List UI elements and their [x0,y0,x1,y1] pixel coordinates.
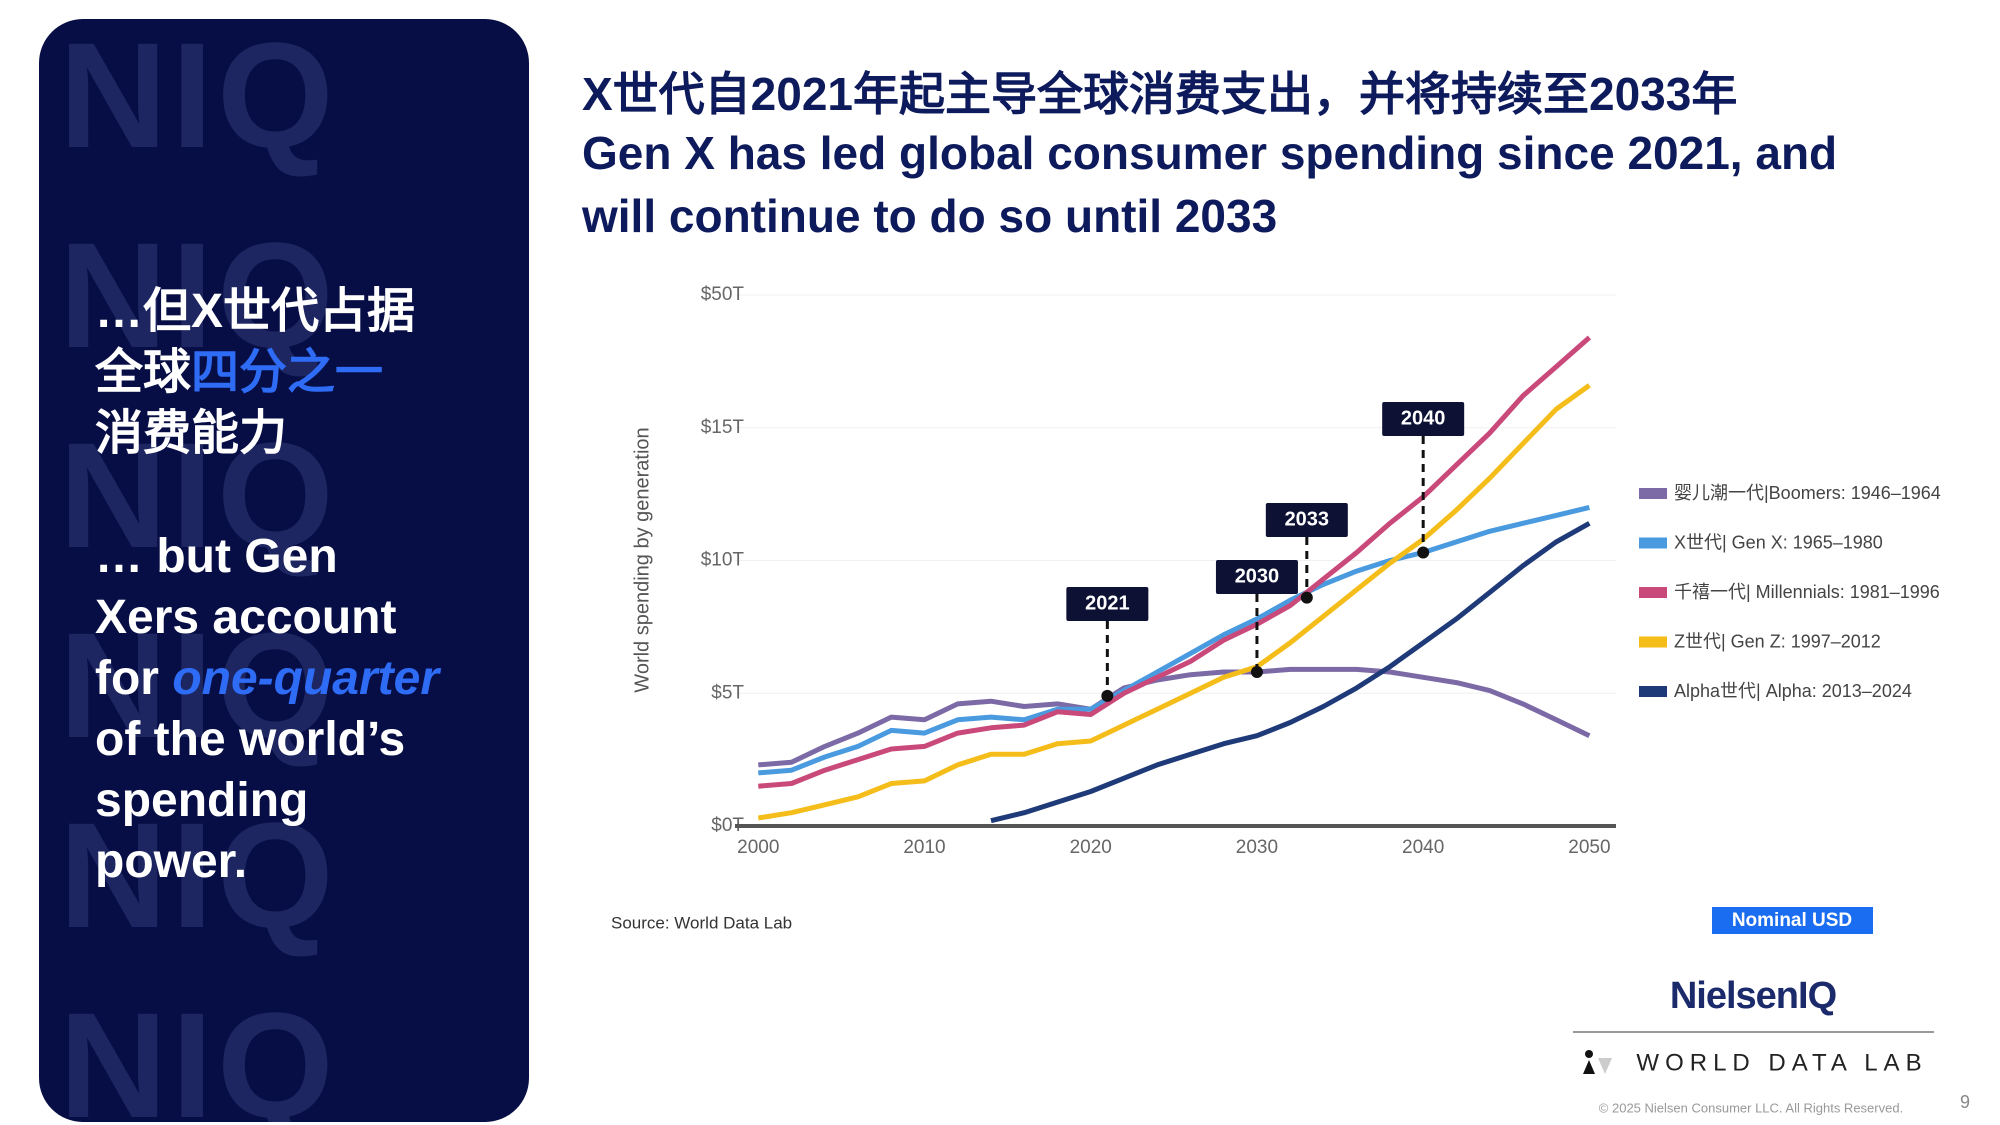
y-tick-label: $5T [711,682,744,703]
annotation-box [1215,560,1298,594]
watermark: NIQ [59,19,338,179]
y-tick-label: $10T [701,550,745,571]
watermark: NIQ [59,601,338,769]
watermark: NIQ [59,981,338,1122]
text: … but Gen Xers account for [95,530,397,705]
annotation-box [1066,587,1149,621]
source: Source: World Data Lab [611,913,792,932]
y-tick-label: $0T [711,815,744,836]
panel-text: …但X世代占据 全球四分之一 消费能力 … but Gen Xers accou… [95,281,455,892]
x-tick-label: 2040 [1402,837,1444,858]
partner-icon [1598,1058,1612,1074]
legend-swatch [1639,686,1667,697]
chinese-text: …但X世代占据 全球四分之一 消费能力 [95,281,455,464]
y-tick-label: $50T [701,284,745,305]
text: …但X世代占据 [95,285,416,338]
text: 消费能力 [95,407,288,460]
title-zh: X世代自2021年起主导全球消费支出，并将持续至2033年 [582,68,1738,120]
x-tick-label: 2000 [737,837,779,858]
legend-label: Z世代| Gen Z: 1997–2012 [1674,631,1881,651]
english-text: … but Gen Xers account for one-quarter o… [95,526,455,892]
series-line [758,666,1591,768]
annotation-label: 2021 [1085,592,1130,614]
annotation-box [1265,503,1348,537]
watermark: NIQ [59,791,338,959]
highlight: one-quarter [172,652,440,705]
series-line [758,335,1592,789]
partner-icon [1583,1060,1595,1074]
legend-swatch [1639,537,1667,549]
title-en: Gen X has led global consumer spending s… [582,127,1838,242]
legend-label: 千禧一代| Millennials: 1981–1996 [1674,582,1940,602]
legend-label: 婴儿潮一代|Boomers: 1946–1964 [1674,483,1941,503]
page-number: 9 [1960,1092,1970,1112]
annotation-label: 2033 [1285,508,1330,530]
series-line [758,504,1590,776]
legend-label: Alpha世代| Alpha: 2013–2024 [1674,681,1912,701]
y-axis-label: World spending by generation [631,427,653,692]
series-line [990,521,1591,824]
annotation-point [1417,546,1430,559]
side-panel: NIQ NIQ NIQ NIQ NIQ NIQ …但X世代占据 全球四分之一 消… [39,19,529,1122]
annotation-box [1382,402,1465,436]
y-tick-label: $15T [701,417,745,438]
x-tick-label: 2010 [903,837,945,858]
copyright: © 2025 Nielsen Consumer LLC. All Rights … [1599,1100,1903,1115]
x-tick-label: 2050 [1568,837,1610,858]
annotation-point [1101,689,1114,702]
badge: Nominal USD [1732,910,1852,931]
watermark: NIQ [59,411,338,579]
legend-swatch [1639,636,1667,648]
partner: WORLD DATA LAB [1636,1049,1927,1076]
annotation-point [1300,591,1313,604]
text: 全球 [95,346,192,399]
series-line [757,383,1591,821]
legend-swatch [1639,587,1667,598]
logo: NielsenIQ [1670,975,1836,1017]
watermark: NIQ [59,211,338,379]
legend-label: X世代| Gen X: 1965–1980 [1674,532,1883,552]
annotation-label: 2030 [1235,565,1280,587]
text: of the world’s spending power. [95,713,406,888]
annotation-point [1250,666,1263,679]
badge-bg [1712,907,1873,934]
x-tick-label: 2020 [1070,837,1112,858]
x-tick-label: 2030 [1236,837,1278,858]
partner-icon [1585,1050,1593,1058]
highlight: 四分之一 [191,346,384,399]
legend-swatch [1639,488,1667,499]
annotation-label: 2040 [1401,407,1446,429]
